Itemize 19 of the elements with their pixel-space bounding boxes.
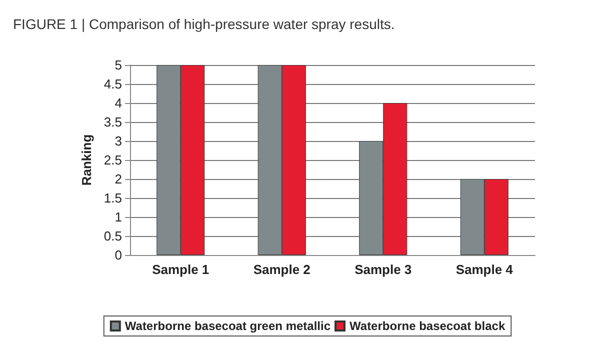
y-tick-label: 5	[114, 58, 122, 72]
x-tick-label: Sample 3	[354, 262, 412, 277]
y-axis-title: Ranking	[79, 134, 94, 186]
y-tick-label: 3	[114, 134, 122, 148]
legend-label: Waterborne basecoat green metallic	[124, 319, 331, 333]
y-tick-label: 4.5	[104, 76, 122, 92]
y-tick-label: 2.5	[104, 152, 122, 168]
y-tick-label: 4	[114, 96, 122, 110]
chart-title: FIGURE 1 | Comparison of high-pressure water spray results.	[13, 16, 395, 32]
y-tick-label: 1	[114, 210, 122, 224]
y-tick-label: 0.5	[104, 228, 122, 244]
legend-label: Waterborne basecoat black	[350, 319, 506, 333]
y-tick-label: 1.5	[104, 190, 122, 206]
y-tick-label: 3.5	[104, 114, 122, 130]
x-tick-label: Sample 1	[152, 262, 210, 277]
x-tick-label: Sample 2	[253, 262, 310, 277]
y-tick-label: 0	[114, 248, 122, 262]
x-tick-label: Sample 4	[456, 262, 514, 277]
y-tick-label: 2	[114, 172, 122, 186]
